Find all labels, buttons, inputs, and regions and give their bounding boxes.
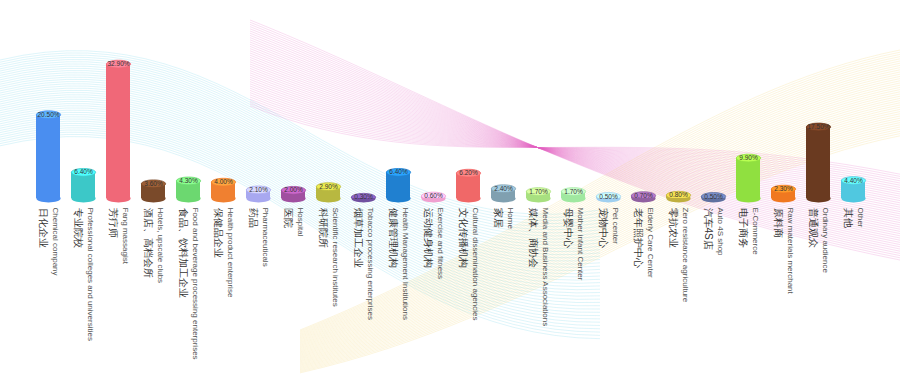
svg-text:4.00%: 4.00%	[214, 178, 233, 185]
svg-text:2.10%: 2.10%	[249, 186, 268, 193]
svg-text:保健品企业: 保健品企业	[213, 208, 224, 258]
svg-text:健康管理机构: 健康管理机构	[388, 208, 399, 268]
svg-text:Cultural dissemination agencie: Cultural dissemination agencies	[471, 208, 480, 321]
svg-text:Hotels, upscale clubs: Hotels, upscale clubs	[156, 208, 165, 284]
svg-text:烟草加工企业: 烟草加工企业	[353, 208, 364, 268]
svg-text:6.20%: 6.20%	[459, 169, 478, 176]
svg-text:Tobacco processing enterprises: Tobacco processing enterprises	[366, 208, 375, 321]
svg-text:2.40%: 2.40%	[494, 185, 513, 192]
svg-text:1.70%: 1.70%	[564, 188, 583, 195]
svg-text:芳疗师: 芳疗师	[108, 208, 119, 238]
svg-text:Ordinary audience: Ordinary audience	[821, 208, 830, 274]
svg-text:Media and Business Association: Media and Business Associations	[541, 208, 550, 327]
svg-text:Home: Home	[506, 208, 515, 230]
svg-text:1.70%: 1.70%	[529, 188, 548, 195]
svg-text:32.90%: 32.90%	[107, 60, 129, 67]
svg-text:日化企业: 日化企业	[38, 208, 49, 248]
svg-text:0.80%: 0.80%	[669, 191, 688, 198]
svg-text:药品: 药品	[248, 208, 259, 228]
svg-text:Other: Other	[856, 208, 865, 228]
svg-text:食品、饮料加工企业: 食品、饮料加工企业	[178, 208, 189, 298]
svg-text:原料商: 原料商	[773, 208, 784, 238]
svg-text:专业院校: 专业院校	[73, 208, 84, 248]
svg-text:Health product enterprise: Health product enterprise	[226, 208, 235, 298]
svg-text:3.60%: 3.60%	[144, 180, 163, 187]
svg-text:20.50%: 20.50%	[37, 111, 59, 118]
svg-text:Chemical company: Chemical company	[51, 208, 60, 276]
svg-text:4.40%: 4.40%	[844, 177, 863, 184]
svg-text:Food and beverage processing e: Food and beverage processing enterprises	[191, 208, 200, 360]
svg-text:宠物中心: 宠物中心	[598, 208, 609, 248]
svg-text:酒店、高档会所: 酒店、高档会所	[143, 208, 154, 278]
svg-text:0.50%: 0.50%	[704, 193, 723, 200]
svg-text:科研院所: 科研院所	[318, 208, 329, 248]
svg-text:Raw materials merchant: Raw materials merchant	[786, 208, 795, 295]
svg-text:Scientific research institutes: Scientific research institutes	[331, 208, 340, 307]
svg-text:医院: 医院	[283, 208, 294, 228]
svg-text:母婴中心: 母婴中心	[563, 208, 574, 248]
svg-text:汽车4S店: 汽车4S店	[703, 208, 714, 250]
svg-text:Exercise and fitness: Exercise and fitness	[436, 208, 445, 280]
svg-text:文化传播机构: 文化传播机构	[458, 208, 469, 268]
svg-text:Zero resistance agriculture: Zero resistance agriculture	[681, 208, 690, 303]
svg-text:6.40%: 6.40%	[389, 168, 408, 175]
svg-text:Fang massagist: Fang massagist	[121, 208, 130, 265]
svg-text:Professional colleges and univ: Professional colleges and universities	[86, 208, 95, 341]
svg-text:Auto 4S shop: Auto 4S shop	[716, 208, 725, 257]
svg-text:家居: 家居	[493, 208, 504, 228]
svg-text:E-Commerce: E-Commerce	[751, 208, 760, 256]
svg-text:0.30%: 0.30%	[354, 193, 373, 200]
svg-text:6.40%: 6.40%	[74, 168, 93, 175]
svg-text:老年照护中心: 老年照护中心	[633, 208, 644, 268]
svg-text:2.30%: 2.30%	[774, 185, 793, 192]
svg-text:0.50%: 0.50%	[599, 193, 618, 200]
svg-text:0.60%: 0.60%	[424, 192, 443, 199]
svg-text:2.90%: 2.90%	[319, 183, 338, 190]
svg-text:4.30%: 4.30%	[179, 177, 198, 184]
svg-text:17.50%: 17.50%	[807, 123, 829, 130]
svg-text:2.00%: 2.00%	[284, 186, 303, 193]
svg-text:普通观众: 普通观众	[808, 208, 819, 248]
svg-text:Mother infant Center: Mother infant Center	[576, 208, 585, 281]
svg-text:0.70%: 0.70%	[634, 192, 653, 199]
svg-text:媒体、商协会: 媒体、商协会	[528, 208, 539, 268]
svg-text:运动健身机构: 运动健身机构	[423, 208, 434, 268]
svg-text:电子商务: 电子商务	[738, 208, 749, 248]
svg-text:9.90%: 9.90%	[739, 154, 758, 161]
svg-text:Pet center: Pet center	[611, 208, 620, 245]
svg-text:Elderly Care Center: Elderly Care Center	[646, 208, 655, 279]
svg-text:Hospital: Hospital	[296, 208, 305, 237]
svg-text:其他: 其他	[843, 208, 854, 228]
svg-text:Pharmaceuticals: Pharmaceuticals	[261, 208, 270, 267]
svg-text:零抗农业: 零抗农业	[668, 208, 679, 248]
svg-text:Health Management Institutions: Health Management Institutions	[401, 208, 410, 321]
